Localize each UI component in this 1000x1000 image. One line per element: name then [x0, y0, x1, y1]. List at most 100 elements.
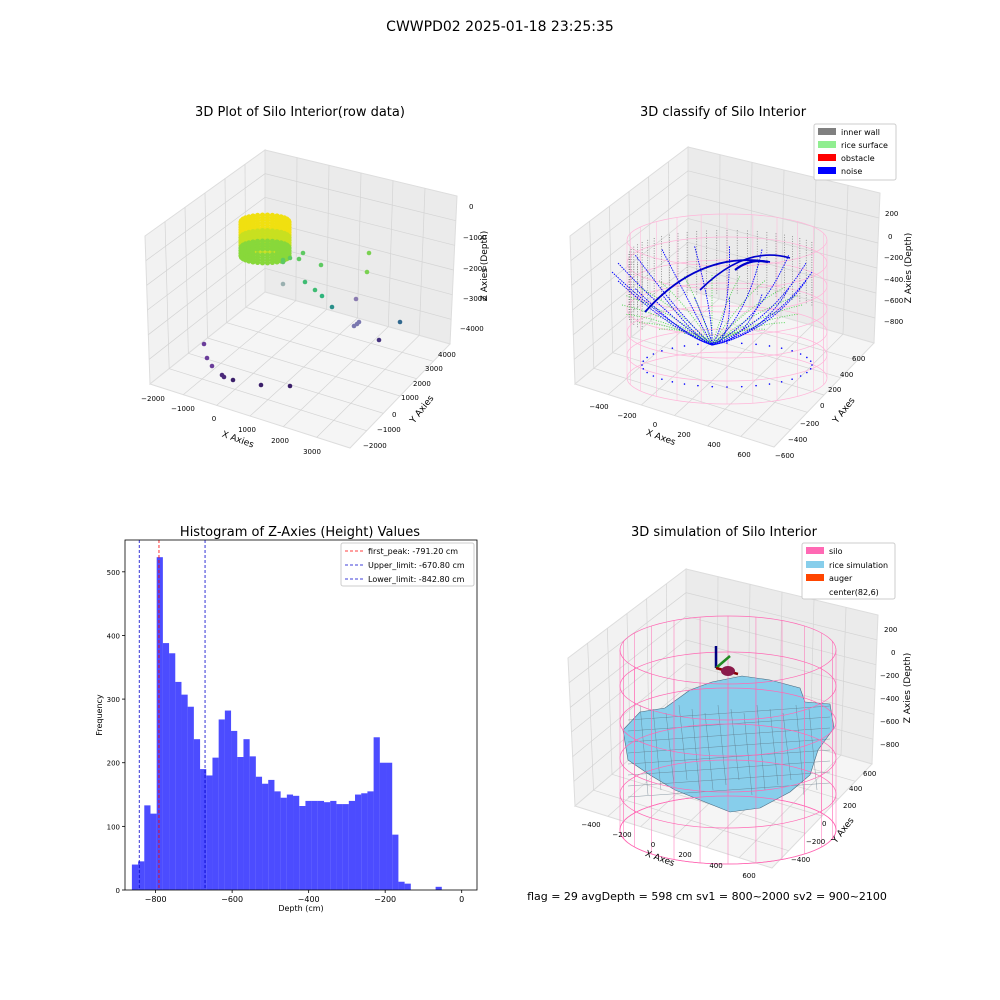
- raw-data-point: [204, 355, 210, 361]
- histogram-bar: [392, 834, 399, 890]
- raw-data-point: [264, 246, 271, 252]
- simulation-ztick: 200: [884, 626, 897, 634]
- classify-ztick: −800: [884, 318, 903, 326]
- histogram-bar: [361, 793, 368, 890]
- raw-data-point: [269, 246, 276, 252]
- legend-label: Lower_limit: -842.80 cm: [368, 575, 465, 584]
- noise-point: [641, 364, 643, 366]
- noise-point: [755, 343, 757, 346]
- simulation-ztick: −600: [880, 718, 899, 726]
- histogram-bar: [404, 883, 411, 890]
- noise-strand: [617, 280, 713, 346]
- simulation-z-axis-label: Z Axies (Depth): [903, 653, 913, 724]
- grid-line: [573, 265, 876, 360]
- raw-data-point: [287, 255, 293, 261]
- histogram-bar: [262, 783, 269, 890]
- simulation-xtick: −400: [581, 821, 600, 829]
- histogram-bar: [231, 730, 238, 890]
- classify-ztick: 0: [888, 233, 892, 241]
- rice-mesh-line: [652, 708, 662, 791]
- grid-line: [572, 663, 875, 757]
- noise-point: [726, 342, 728, 344]
- histogram-bar: [268, 779, 275, 890]
- raw-z-axis-label: Z Axies (Depth): [480, 231, 490, 302]
- histogram-bar: [342, 804, 349, 890]
- legend-label: first_peak: -791.20 cm: [368, 547, 458, 556]
- noise-strand: [711, 294, 763, 346]
- raw-point-cloud: [201, 212, 403, 389]
- classify-ztick: −400: [884, 276, 903, 284]
- noise-point: [661, 350, 663, 352]
- raw-data-point: [376, 337, 382, 343]
- rice-mesh-line: [808, 708, 818, 791]
- rice-mesh-line: [627, 705, 831, 721]
- figure-suptitle: CWWPD02 2025-01-18 23:25:35: [386, 19, 614, 35]
- histogram-bar: [293, 795, 300, 890]
- simulation-xtick: 600: [742, 872, 755, 880]
- classify-x-tick-labels: −400 −200 0 200 400 600: [589, 403, 750, 459]
- histogram-bar: [175, 681, 182, 890]
- raw-ztick: −3000: [463, 295, 487, 303]
- legend-entry-obstacle: obstacle: [818, 154, 875, 163]
- rice-surface-strand: [711, 286, 786, 346]
- raw-z-tick-labels: 0 −1000 −2000 −3000 −4000: [460, 203, 487, 333]
- noise-strand: [711, 262, 807, 346]
- noise-point: [811, 364, 813, 366]
- rice-mesh-line: [782, 712, 792, 781]
- noise-strand: [734, 259, 769, 271]
- noise-point: [768, 345, 771, 347]
- classify-y-axis-label: Y Axes: [831, 396, 858, 427]
- classify-legend: inner wall rice surface obstacle noise: [813, 123, 897, 181]
- histogram-bar: [131, 864, 139, 890]
- noise-strand: [699, 254, 791, 291]
- legend-swatch: [806, 574, 824, 581]
- raw-data-point: [254, 246, 261, 252]
- classify-z-axis-label: Z Axies (Depth): [904, 233, 914, 304]
- histogram-panel: Histogram of Z-Axies (Height) Values −80…: [95, 525, 478, 913]
- classify-ytick: 600: [852, 355, 865, 363]
- simulation-3d-plot: 3D simulation of Silo Interior −400 −200…: [567, 525, 913, 880]
- noise-point: [809, 368, 812, 370]
- simulation-status-text: flag = 29 avgDepth = 598 cm sv1 = 800~20…: [527, 890, 887, 903]
- legend-swatch: [806, 561, 824, 568]
- raw-data-point: [364, 269, 370, 275]
- simulation-ytick: 600: [863, 770, 876, 778]
- noise-strand: [711, 288, 789, 346]
- noise-point: [683, 345, 686, 347]
- legend-entry-lower-limit: Lower_limit: -842.80 cm: [345, 575, 465, 584]
- noise-point: [740, 342, 743, 345]
- raw-ztick: 0: [469, 203, 473, 211]
- histogram-reference-lines: [138, 540, 206, 890]
- auger-marker: [721, 666, 735, 676]
- histogram-bar: [156, 557, 163, 890]
- rice-mesh-line: [627, 771, 831, 787]
- legend-entry-inner-wall: inner wall: [818, 128, 880, 137]
- simulation-xtick: 400: [709, 862, 722, 870]
- raw-xtick: 2000: [271, 437, 289, 445]
- raw-plot-title: 3D Plot of Silo Interior(row data): [195, 105, 405, 120]
- legend-swatch: [818, 154, 836, 161]
- simulation-xtick: 200: [678, 851, 691, 859]
- legend-entry-rice-surface: rice surface: [818, 141, 888, 150]
- raw-data-point: [264, 260, 271, 266]
- classify-xtick: 400: [707, 441, 720, 449]
- rice-mesh-line: [795, 704, 805, 796]
- histogram-ytick-label: 300: [107, 696, 120, 704]
- histogram-bar: [237, 757, 244, 890]
- raw-x-tick-labels: −2000 −1000 0 1000 2000 3000: [141, 395, 321, 456]
- raw-data-point: [274, 247, 280, 253]
- noise-point: [711, 342, 714, 345]
- simulation-legend-frame: [801, 542, 896, 600]
- raw-data-point: [246, 247, 252, 254]
- histogram-bar: [193, 739, 201, 890]
- noise-strand: [694, 246, 713, 346]
- raw-data-point: [353, 296, 359, 302]
- rice-mesh-line: [730, 708, 740, 781]
- noise-strand: [711, 255, 790, 346]
- histogram-bar: [299, 806, 306, 890]
- raw-data-point: [285, 251, 292, 257]
- histogram-bar: [169, 653, 176, 890]
- noise-point: [671, 347, 674, 349]
- legend-label: auger: [829, 574, 853, 583]
- rice-mesh-line: [639, 704, 649, 796]
